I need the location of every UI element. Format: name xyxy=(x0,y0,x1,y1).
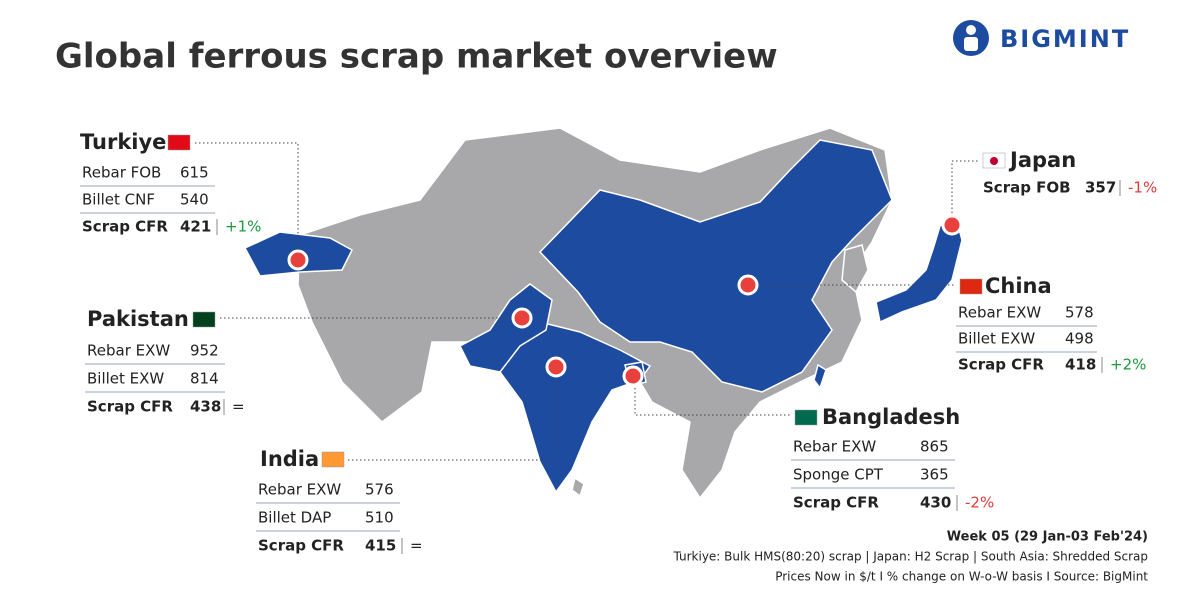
row-value: 578 xyxy=(1065,304,1094,322)
row-value: 576 xyxy=(365,481,394,499)
marker xyxy=(737,274,759,296)
row-label: Rebar EXW xyxy=(958,304,1041,322)
country-name: China xyxy=(985,274,1052,298)
row-value: 865 xyxy=(920,438,949,456)
brand: BIGMINT xyxy=(1000,25,1130,53)
change: +2% xyxy=(1110,356,1146,374)
connectors xyxy=(195,142,978,461)
row-value: 357 xyxy=(1085,179,1116,197)
week: Week 05 (29 Jan-03 Feb'24) xyxy=(947,530,1148,545)
marker xyxy=(545,356,567,378)
row-value: 540 xyxy=(180,191,209,209)
country-name: Japan xyxy=(1008,148,1076,172)
marker xyxy=(287,249,309,271)
flag xyxy=(794,409,818,426)
india xyxy=(499,321,652,494)
flag xyxy=(192,311,216,328)
row-label: Billet CNF xyxy=(82,191,155,209)
korea xyxy=(841,244,869,294)
row-label: Rebar FOB xyxy=(82,164,161,182)
flag xyxy=(959,278,983,295)
row-value: 615 xyxy=(180,164,209,182)
country-name: India xyxy=(260,447,319,471)
row-label: Rebar EXW xyxy=(793,438,876,456)
flag-disc xyxy=(990,157,998,165)
row-value: 438 xyxy=(190,398,221,416)
marker xyxy=(511,307,533,329)
row-label: Scrap CFR xyxy=(958,356,1044,374)
change: -1% xyxy=(1128,179,1157,197)
country-name: Turkiye xyxy=(80,130,166,154)
row-label: Scrap CFR xyxy=(258,537,344,555)
row-label: Rebar EXW xyxy=(258,481,341,499)
row-value: 365 xyxy=(920,466,949,484)
logo: BIGMINT xyxy=(953,20,1130,56)
japan xyxy=(875,212,963,324)
note: Turkiye: Bulk HMS(80:20) scrap | Japan: … xyxy=(672,550,1148,564)
country-name: Pakistan xyxy=(87,307,189,331)
row-value: 814 xyxy=(190,370,219,388)
change: -2% xyxy=(965,494,994,512)
row-label: Scrap CFR xyxy=(793,494,879,512)
country-name: Bangladesh xyxy=(822,405,960,429)
taiwan xyxy=(813,363,827,390)
change: = xyxy=(410,537,423,555)
row-value: 430 xyxy=(920,494,951,512)
row-value: 421 xyxy=(180,218,211,236)
flag xyxy=(321,451,345,468)
flag xyxy=(167,134,191,151)
row-label: Scrap CFR xyxy=(82,218,168,236)
row-value: 952 xyxy=(190,342,219,360)
title: Global ferrous scrap market overview xyxy=(55,37,778,77)
row-value: 415 xyxy=(365,537,396,555)
row-label: Billet EXW xyxy=(87,370,164,388)
row-value: 498 xyxy=(1065,330,1094,348)
row-label: Billet DAP xyxy=(258,509,331,527)
row-label: Rebar EXW xyxy=(87,342,170,360)
row-label: Scrap CFR xyxy=(87,398,173,416)
row-value: 418 xyxy=(1065,356,1096,374)
pakistan xyxy=(459,283,553,373)
change: +1% xyxy=(225,218,261,236)
source: Prices Now in $/t I % change on W-o-W ba… xyxy=(775,570,1148,584)
row-label: Scrap FOB xyxy=(983,179,1071,197)
marker xyxy=(622,365,644,387)
row-label: Sponge CPT xyxy=(793,466,884,484)
row-label: Billet EXW xyxy=(958,330,1035,348)
sri-lanka xyxy=(571,476,585,498)
marker xyxy=(941,214,963,236)
map xyxy=(243,127,963,500)
markers xyxy=(287,214,963,387)
change: = xyxy=(232,398,245,416)
china xyxy=(538,139,893,393)
row-value: 510 xyxy=(365,509,394,527)
